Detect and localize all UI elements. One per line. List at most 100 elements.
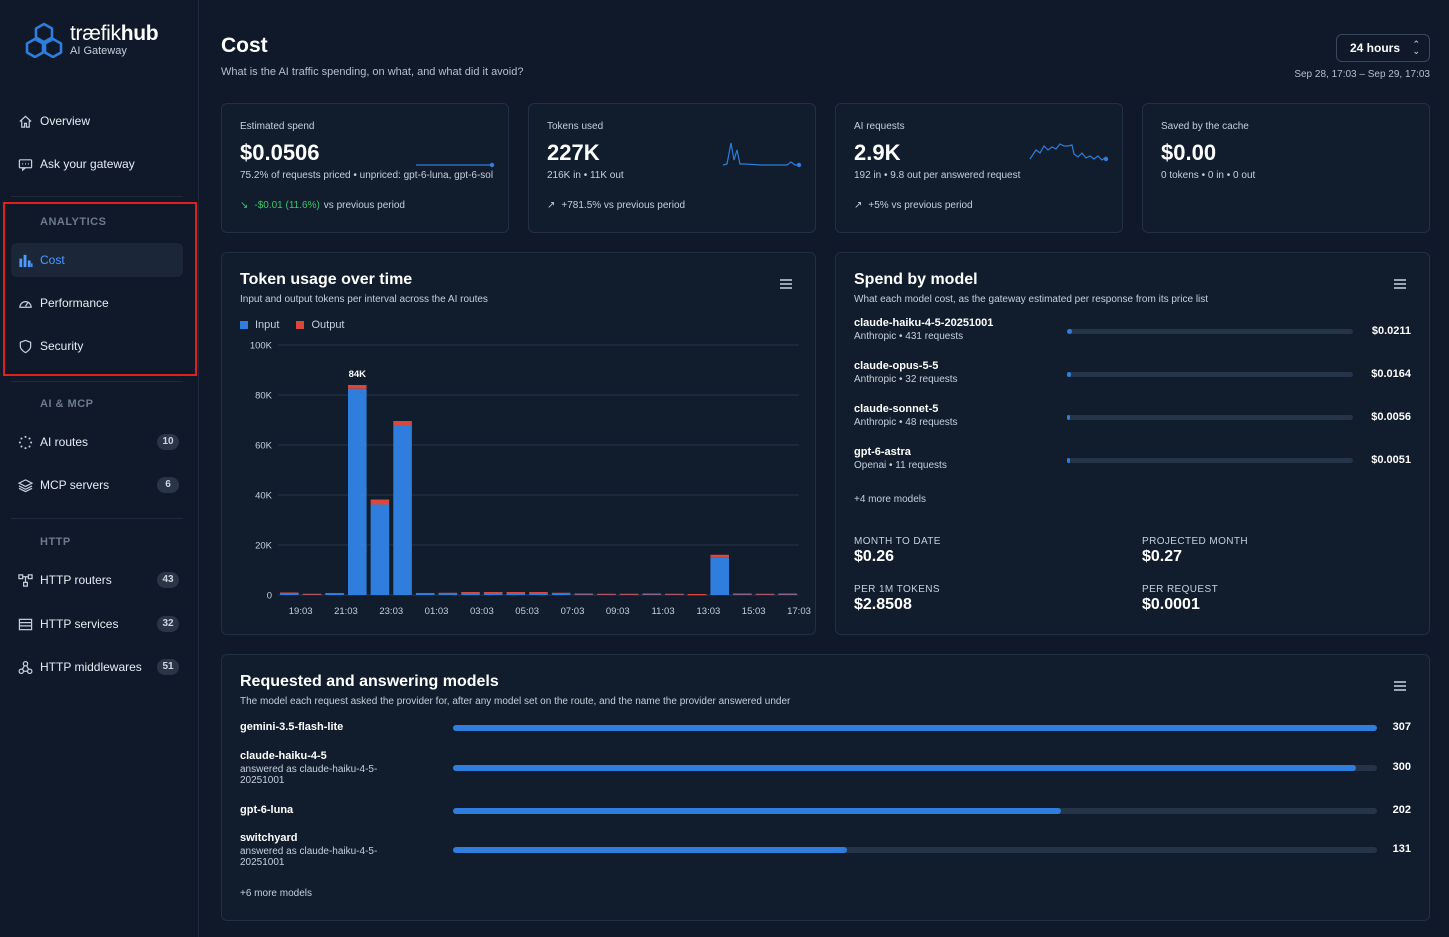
kpi-label: Saved by the cache [1161, 121, 1249, 132]
menu-icon[interactable] [780, 279, 792, 289]
nav-item-ai-routes[interactable]: AI routes 10 [11, 425, 183, 459]
kpi-trend: ↗ +781.5% vs previous period [547, 200, 685, 211]
menu-icon[interactable] [1394, 279, 1406, 289]
spend-model-row: claude-sonnet-5 Anthropic • 48 requests [854, 403, 1414, 428]
y-tick-label: 80K [255, 391, 273, 402]
request-bar-fill [453, 725, 1377, 731]
bar-segment-input [438, 593, 458, 595]
nav-label: HTTP services [40, 617, 119, 631]
spend-by-model-card: Spend by model What each model cost, as … [835, 252, 1430, 635]
kpi-card-estimated-spend: Estimated spend $0.0506 75.2% of request… [221, 103, 509, 233]
sparkline [416, 162, 495, 168]
kpi-label: Tokens used [547, 121, 604, 132]
legend-item-output[interactable]: Output [296, 319, 345, 331]
count-badge: 6 [157, 477, 179, 493]
count-badge: 32 [157, 616, 179, 632]
metric-projected-month: PROJECTED MONTH $0.27 [1142, 536, 1248, 565]
brand-subtitle: AI Gateway [70, 45, 127, 57]
nav-item-cost[interactable]: Cost [11, 243, 183, 277]
bar-segment-input [506, 592, 526, 595]
request-bar-fill [453, 765, 1356, 771]
nav-item-security[interactable]: Security [11, 329, 183, 363]
router-icon [17, 572, 33, 588]
model-name: claude-sonnet-5 [854, 403, 939, 415]
y-tick-label: 60K [255, 441, 273, 452]
nav-item-performance[interactable]: Performance [11, 286, 183, 320]
model-name: gpt-6-astra [854, 446, 911, 458]
card-subtitle: What each model cost, as the gateway est… [854, 294, 1209, 305]
spend-model-row: claude-opus-5-5 Anthropic • 32 requests [854, 360, 1414, 385]
bar-segment-output [778, 593, 797, 595]
nav-item-mcp-servers[interactable]: MCP servers 6 [11, 468, 183, 502]
chat-icon [17, 156, 33, 172]
trend-text: +781.5% vs previous period [561, 200, 686, 211]
spend-bar-fill [1067, 372, 1071, 377]
trend-value: -$0.01 (11.6%) [254, 200, 320, 211]
brand-name: træfikhub [70, 22, 159, 45]
nav-item-http-services[interactable]: HTTP services 32 [11, 607, 183, 641]
kpi-trend: ↗ +5% vs previous period [854, 200, 973, 211]
spend-value: $0.0056 [1371, 411, 1411, 423]
nav-label: Ask your gateway [40, 157, 135, 171]
shield-icon [17, 338, 33, 354]
nav-item-http-middlewares[interactable]: HTTP middlewares 51 [11, 650, 183, 684]
menu-icon[interactable] [1394, 681, 1406, 691]
nav-item-http-routers[interactable]: HTTP routers 43 [11, 563, 183, 597]
bar-segment-output [347, 385, 367, 389]
nav-item-overview[interactable]: Overview [11, 104, 183, 138]
trend-text: vs previous period [323, 200, 405, 211]
nav-divider [11, 381, 183, 382]
middleware-icon [17, 659, 33, 675]
model-meta: Openai • 11 requests [854, 460, 947, 471]
nav-label: Security [40, 339, 84, 353]
brand-logo[interactable]: træfikhub AI Gateway [24, 22, 159, 58]
bar-segment-input [325, 593, 344, 595]
more-models-link[interactable]: +4 more models [854, 494, 926, 505]
bar-segment-input [347, 388, 367, 595]
time-range-dates: Sep 28, 17:03 – Sep 29, 17:03 [1294, 69, 1430, 80]
legend-item-input[interactable]: Input [240, 319, 279, 331]
kpi-detail: 216K in • 11K out [547, 170, 624, 181]
card-title: Spend by model [854, 271, 978, 288]
request-count: 307 [1392, 721, 1411, 733]
bar-segment-output [642, 593, 662, 595]
bar-segment-input [710, 557, 730, 595]
nav-item-ask-your-gateway[interactable]: Ask your gateway [11, 147, 183, 181]
nav-label: HTTP routers [40, 573, 112, 587]
spend-bar-fill [1067, 415, 1070, 420]
bar-segment-output [506, 592, 526, 593]
bar-segment-input [461, 592, 480, 595]
request-count: 300 [1392, 761, 1411, 773]
request-bar-track [453, 847, 1377, 853]
kpi-value: $0.0506 [240, 140, 320, 165]
more-models-link[interactable]: +6 more models [240, 888, 312, 899]
bar-segment-input [370, 504, 390, 595]
kpi-card-ai-requests: AI requests 2.9K 192 in • 9.8 out per an… [835, 103, 1123, 233]
spend-bar-fill [1067, 329, 1073, 334]
sparkline [722, 142, 802, 168]
metric-per-1m-tokens: PER 1M TOKENS $2.8508 [854, 584, 940, 613]
count-badge: 43 [157, 572, 179, 588]
bar-segment-output [325, 593, 344, 594]
spend-bar-track [1067, 415, 1353, 420]
spend-bar-track [1067, 458, 1353, 463]
bar-segment-input [280, 593, 299, 595]
bar-segment-output [438, 592, 458, 594]
x-tick-label: 19:03 [289, 606, 313, 617]
x-tick-label: 15:03 [742, 606, 766, 617]
y-tick-label: 100K [250, 341, 273, 352]
gauge-icon [17, 295, 33, 311]
kpi-value: $0.00 [1161, 140, 1217, 165]
metric-per-request: PER REQUEST $0.0001 [1142, 584, 1219, 613]
peak-data-label: 84K [349, 369, 367, 380]
spend-bar-track [1067, 372, 1353, 377]
bar-segment-output [370, 499, 390, 505]
analytics-highlight-box [3, 202, 197, 376]
time-range-select[interactable]: 24 hours ⌃ ⌄ [1336, 34, 1430, 62]
request-bar-fill [453, 847, 848, 853]
trend-text: +5% vs previous period [868, 200, 973, 211]
bar-segment-output [393, 421, 412, 426]
time-range-value: 24 hours [1350, 41, 1401, 55]
card-title: Requested and answering models [240, 673, 499, 690]
model-meta: Anthropic • 48 requests [854, 417, 958, 428]
